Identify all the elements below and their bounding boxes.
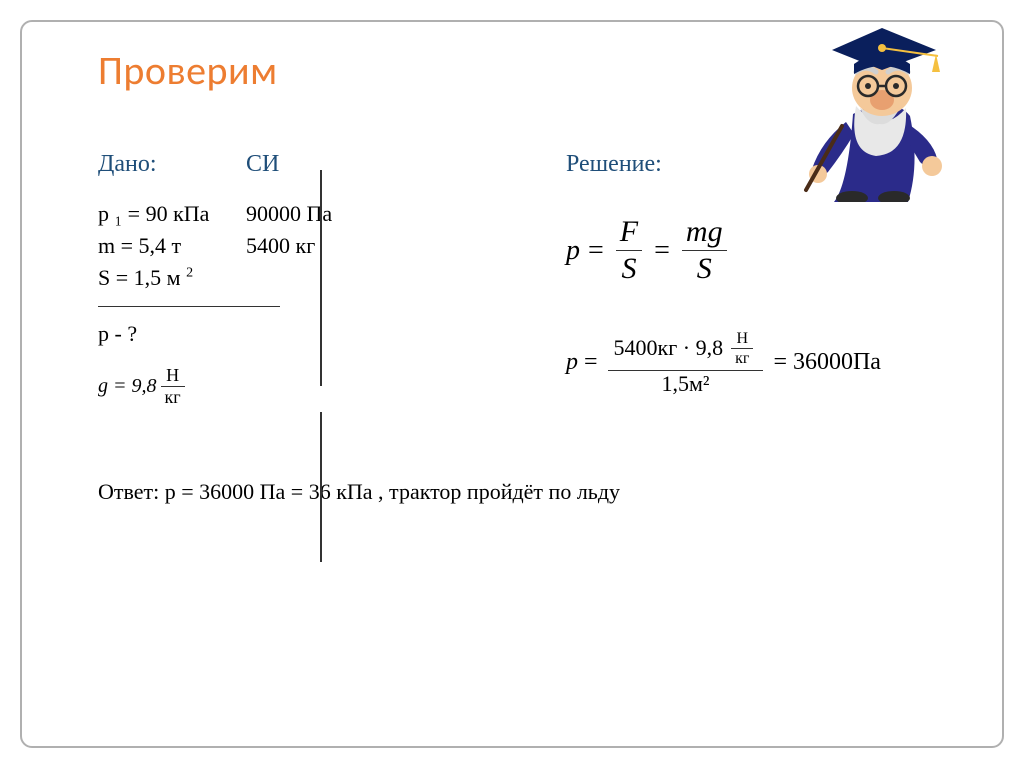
g-constant: g = 9,8 Н кг [98,365,418,409]
unknown: p - ? [98,321,418,347]
f1-S2: S [682,251,727,287]
given-divider [98,306,280,307]
given-p1: p ₁ = 90 кПа 90000 Па [98,198,418,230]
given-s: S = 1,5 м 2 [98,262,418,294]
given-s-exp: 2 [186,265,193,280]
f1-mg: mg [682,214,727,251]
dano-label: Дано: [98,151,246,178]
answer-line: Ответ: p = 36000 Па = 36 кПа , трактор п… [98,479,970,505]
given-column: Дано: СИ p ₁ = 90 кПа 90000 Па m = 5,4 т… [98,151,418,409]
f1-F: F [616,214,642,251]
given-m-rhs: 5400 кг [246,230,315,262]
f2-eq: = [584,349,598,376]
f1-p: p [566,235,580,267]
given-s-lhs: S = 1,5 м [98,265,186,290]
f1-eq2: = [654,235,670,267]
given-p1-lhs: p ₁ = 90 кПа [98,198,246,230]
g-unit-den: кг [161,387,185,409]
formula-main: p = F S = mg S [566,214,970,287]
problem-divider-bottom [320,412,322,562]
f2-den: 1,5м² [608,371,764,397]
professor-mascot-icon [798,14,966,202]
f2-result: = 36000Па [773,349,881,376]
g-lhs: g = 9,8 [98,375,157,398]
f1-S: S [616,251,642,287]
given-m: m = 5,4 т 5400 кг [98,230,418,262]
g-unit-num: Н [161,365,185,388]
formula-numeric: p = 5400кг · 9,8 Н кг 1,5м² = 36000Па [566,327,970,398]
problem-divider-top [320,170,322,386]
f2-p: p [566,349,578,376]
f2-num: 5400кг · 9,8 [614,335,724,361]
given-m-lhs: m = 5,4 т [98,230,246,262]
si-label: СИ [246,151,279,178]
f1-eq1: = [588,235,604,267]
f2-unit-top: Н [731,329,753,349]
f2-unit-bot: кг [731,349,753,368]
